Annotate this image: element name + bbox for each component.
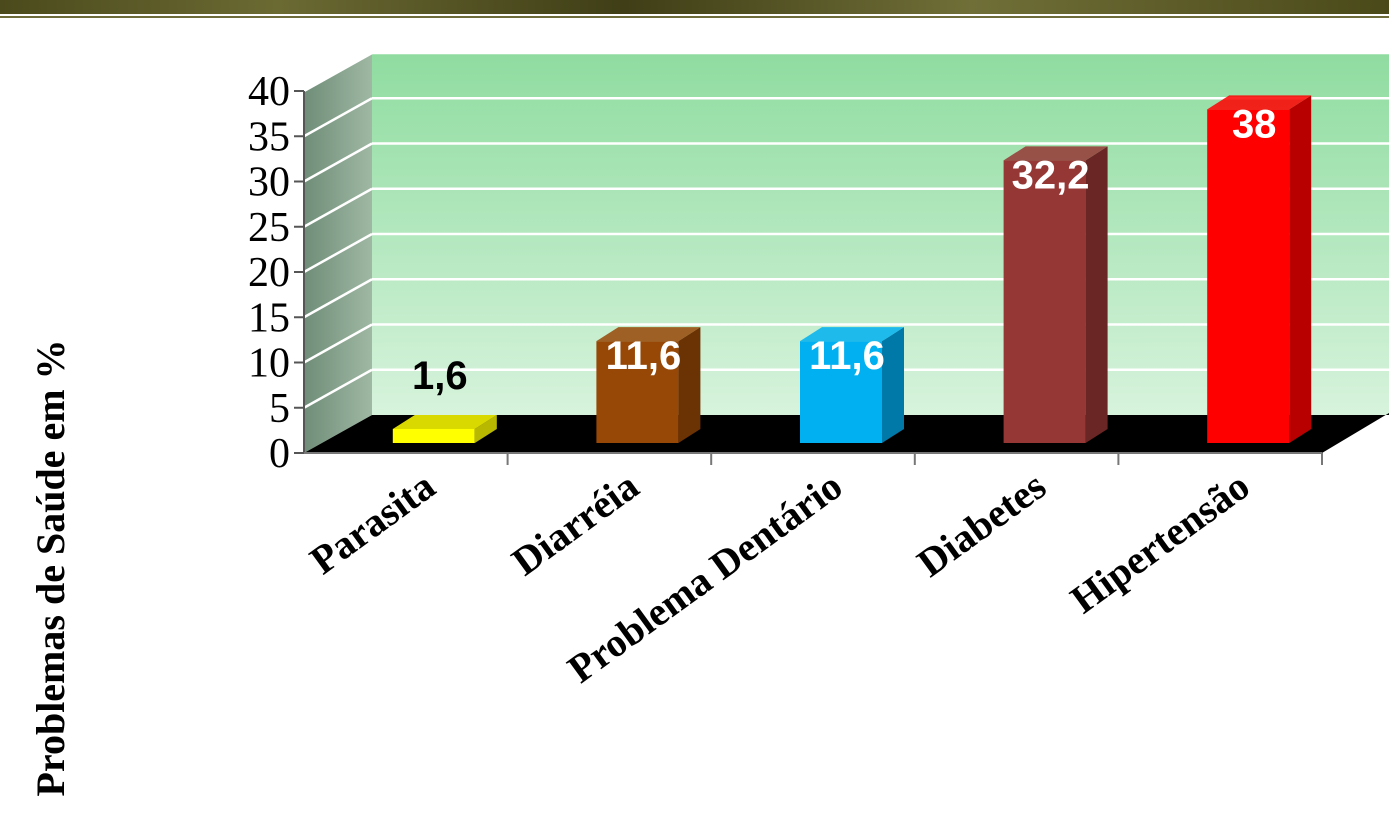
gridline-side [303,278,373,319]
bar-top [596,327,701,342]
data-label: 11,6 [606,334,682,378]
y-tick-label: 25 [248,205,290,251]
data-label: 32,2 [1012,153,1090,197]
bar-diabetes [1003,146,1108,443]
y-tick-label: 0 [269,431,290,477]
bar-side [882,327,904,443]
bar-front [1003,160,1086,443]
data-label: 38 [1232,102,1277,146]
bar-front [596,341,679,443]
bar-hipertensão [1207,95,1312,444]
y-tick-label: 30 [248,160,290,206]
bar-problema-dentário [800,327,904,443]
bar-top [392,414,497,429]
gridline-side [303,187,373,228]
gridline-side [303,323,373,364]
bar-diarréia [596,327,701,443]
gridline-side [303,142,373,183]
bar-front [1207,109,1290,444]
y-tick-label: 20 [248,250,290,296]
bar-front [392,428,475,443]
y-tick-label: 10 [248,341,290,387]
bar-side [1289,95,1312,444]
gridline-side [303,368,373,409]
y-axis-title: Problemas de Saúde em % [28,339,73,796]
data-label: 11,6 [809,334,885,378]
x-category-label: Diabetes [909,463,1054,586]
data-label: 1,6 [412,354,468,398]
bar-top [1003,146,1108,161]
gridline-side [303,232,373,274]
bar-side [678,327,701,443]
top-decorative-bar [0,0,1389,14]
top-divider-line [0,16,1389,18]
y-tick-label: 35 [248,114,290,160]
gridline-side [303,97,373,138]
x-category-label: Parasita [302,463,443,583]
x-category-label: Diarréia [503,463,646,584]
bar-side [1085,146,1108,443]
bar-parasita [392,414,497,443]
bar-top [1207,95,1312,110]
bar-front [800,341,882,443]
bar-side [474,414,497,443]
y-tick-label: 15 [248,295,290,341]
bar-top [800,327,904,342]
gridline-side [303,51,373,93]
x-category-label: Hipertensão [1062,463,1257,622]
y-tick-label: 40 [248,69,290,115]
y-tick-label: 5 [269,386,290,432]
